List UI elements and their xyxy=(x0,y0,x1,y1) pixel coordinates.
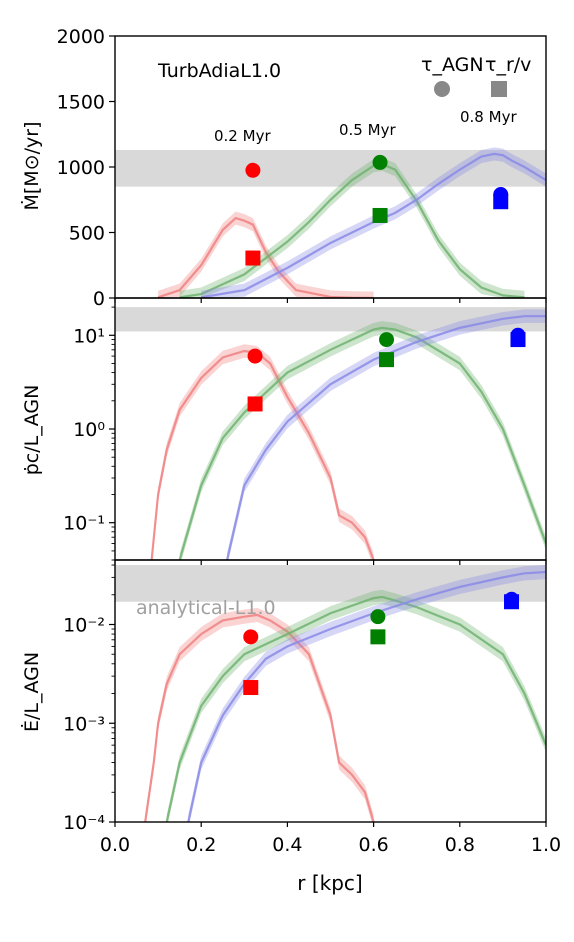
series-line-red xyxy=(144,613,375,822)
y-tick-label: 500 xyxy=(69,223,105,245)
series-line-red xyxy=(157,216,374,298)
legend-square-marker xyxy=(491,81,507,97)
x-tick-label: 0.6 xyxy=(358,834,388,856)
marker-square-blue_marker xyxy=(493,194,509,210)
panel-middle: 10¹ 10⁰ 10⁻¹ xyxy=(63,297,547,565)
series-band-green xyxy=(179,157,525,298)
marker-square-green_marker xyxy=(372,207,388,223)
time-label-0.2: 0.2 Myr xyxy=(214,127,271,145)
y-tick-label: 10¹ xyxy=(73,325,105,347)
x-tick-label: 0.8 xyxy=(445,834,475,856)
y-tick-label: 10⁻³ xyxy=(63,713,105,735)
time-label-0.5: 0.5 Myr xyxy=(339,121,396,139)
y-tick-label: 10⁻¹ xyxy=(63,513,105,535)
marker-circle-green_marker xyxy=(370,609,386,625)
xlabel: r [kpc] xyxy=(297,871,362,895)
series-band-red xyxy=(158,211,374,298)
y-tick-label: 1000 xyxy=(57,157,105,179)
panel-bottom: 10⁻² 10⁻³ 10⁻⁴0.0 0.2 0.4 0.6 0.8 1.0 xyxy=(63,559,561,856)
marker-square-red_marker xyxy=(243,680,259,696)
y-tick-label: 10⁻² xyxy=(63,615,105,637)
x-tick-label: 0.2 xyxy=(186,834,216,856)
marker-square-blue_marker xyxy=(504,594,520,610)
y-tick-label: 0 xyxy=(93,288,105,310)
axes-frame xyxy=(114,559,547,823)
series-line-blue xyxy=(225,315,546,560)
y-tick-label: 1500 xyxy=(57,92,105,114)
marker-square-red_marker xyxy=(247,396,263,412)
marker-circle-red_marker xyxy=(243,629,259,645)
marker-square-green_marker xyxy=(379,352,395,368)
y-tick-label: 10⁰ xyxy=(73,419,105,441)
series-band-green xyxy=(166,589,546,822)
ylabel-mdot: Ṁ[M⊙/yr] xyxy=(20,122,43,211)
y-tick-label: 2000 xyxy=(57,26,105,48)
x-tick-label: 0.4 xyxy=(272,834,302,856)
legend-circle-marker xyxy=(434,81,450,97)
ylabel-pdot: ṗc/L_AGN xyxy=(21,385,43,476)
run-label: TurbAdiaL1.0 xyxy=(157,60,281,82)
x-tick-label: 0.0 xyxy=(100,834,130,856)
marker-square-green_marker xyxy=(370,629,386,645)
ylabel-edot: Ė/L_AGN xyxy=(20,652,43,732)
time-label-0.8: 0.8 Myr xyxy=(460,108,517,126)
series-line-blue xyxy=(187,570,546,822)
x-tick-label: 1.0 xyxy=(531,834,561,856)
legend-circle-label: τ_AGN xyxy=(421,54,484,76)
marker-circle-red_marker xyxy=(247,348,263,364)
legend-square-label: τ_r/v xyxy=(485,54,531,76)
analytical-band xyxy=(115,307,546,332)
series-band-green xyxy=(179,321,546,560)
y-tick-label: 10⁻⁴ xyxy=(63,812,105,834)
series-line-green xyxy=(165,595,546,822)
series-line-blue xyxy=(201,152,546,298)
analytical-band xyxy=(115,149,546,187)
marker-circle-red_marker xyxy=(245,162,261,178)
axes-frame xyxy=(114,297,547,561)
marker-circle-green_marker xyxy=(379,332,395,348)
series-line-red xyxy=(150,349,375,560)
series-band-red xyxy=(145,607,374,822)
analytical-label: analytical-L1.0 xyxy=(136,597,276,619)
marker-square-red_marker xyxy=(245,250,261,266)
panel-top: 0 500 1000 1500 2000 xyxy=(57,26,547,310)
marker-square-blue_marker xyxy=(510,332,526,348)
series-line-green xyxy=(178,326,546,560)
marker-circle-green_marker xyxy=(372,154,388,170)
